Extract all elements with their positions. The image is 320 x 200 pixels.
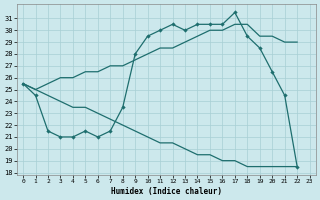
X-axis label: Humidex (Indice chaleur): Humidex (Indice chaleur) xyxy=(111,187,222,196)
